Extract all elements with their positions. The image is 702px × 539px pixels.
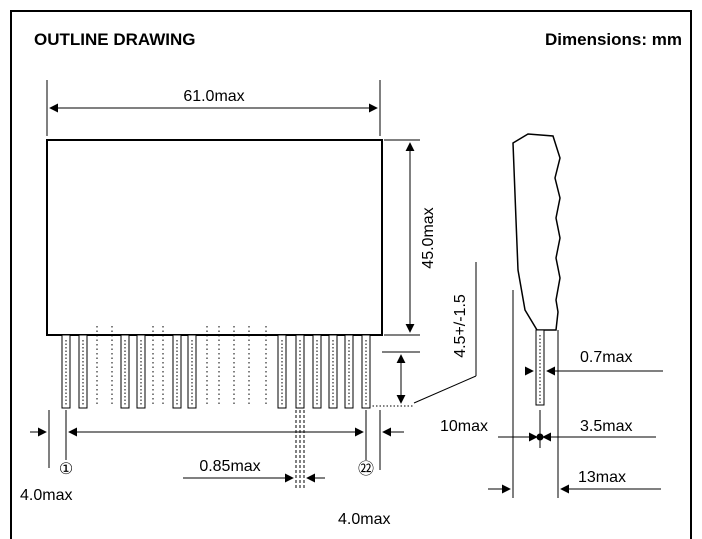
pitch-label: 0.85max: [199, 458, 260, 475]
drawing-title: OUTLINE DRAWING: [34, 30, 196, 49]
drawing-frame: [10, 10, 692, 539]
offset-dimensions: [30, 410, 404, 470]
width-label: 61.0max: [183, 88, 244, 105]
side-3-5-label: 3.5max: [580, 418, 632, 435]
package-body: [46, 139, 383, 336]
side-center-dot: [536, 433, 544, 441]
pin-row: [61, 326, 371, 409]
dimension-units: Dimensions: mm: [545, 30, 682, 49]
pin-length-label: 4.5+/-1.5: [452, 294, 469, 358]
pin-length-dimension: [382, 262, 477, 404]
side-10-label: 10max: [440, 418, 488, 435]
height-dimension: [384, 139, 420, 336]
left-offset-label: 4.0max: [20, 487, 72, 504]
last-pin-number: ㉒: [358, 460, 374, 478]
side-body: [512, 133, 561, 331]
side-13-label: 13max: [578, 469, 626, 486]
pitch-dimension: [183, 410, 325, 490]
side-dimensions: [488, 290, 663, 498]
width-dimension: [46, 80, 381, 136]
thickness-label: 0.7max: [580, 349, 632, 366]
right-offset-label: 4.0max: [338, 511, 390, 528]
height-label: 45.0max: [420, 207, 437, 268]
first-pin-number: ①: [59, 461, 73, 478]
